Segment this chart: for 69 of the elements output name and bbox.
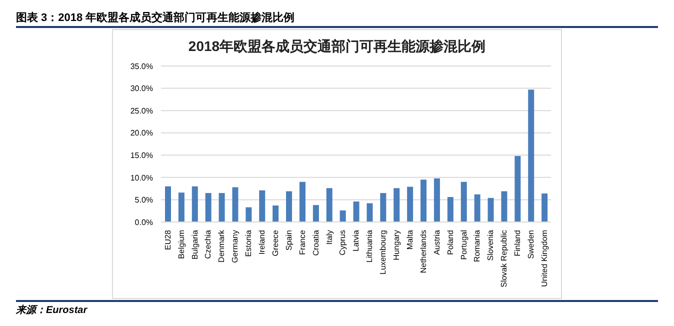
x-tick-label: Portugal (459, 230, 468, 260)
bar (205, 193, 212, 222)
bar (286, 191, 292, 222)
bar (353, 201, 360, 222)
bar (380, 193, 386, 222)
bar (420, 180, 427, 222)
source-note: 来源：Eurostar (16, 304, 88, 317)
x-tick-label: Hungary (392, 230, 402, 260)
bar (460, 182, 467, 222)
bar (178, 192, 184, 222)
bar (326, 188, 332, 222)
y-tick-label: 10.0% (130, 173, 153, 182)
y-tick-label: 15.0% (130, 150, 153, 160)
x-tick-label: Denmark (217, 229, 226, 262)
bar (218, 193, 225, 222)
bar (447, 197, 454, 222)
x-tick-label: Slovak Republic (500, 230, 509, 288)
y-tick-label: 5.0% (134, 196, 153, 205)
bar (232, 187, 238, 222)
bar (299, 182, 306, 222)
x-tick-label: Slovenia (486, 229, 496, 261)
bar (407, 186, 414, 222)
x-tick-label: Luxembourg (378, 230, 388, 274)
bar (366, 203, 373, 222)
bar (528, 90, 534, 222)
x-tick-label: Cyprus (338, 230, 348, 256)
bar (514, 156, 521, 222)
x-tick-label: Lithuania (365, 229, 374, 262)
bar (246, 207, 252, 222)
x-tick-label: EU28 (163, 229, 172, 250)
x-tick-label: Italy (324, 230, 334, 245)
bar (312, 205, 319, 222)
bar (542, 193, 548, 222)
bar (165, 186, 171, 222)
x-tick-label: Sweden (526, 230, 536, 259)
y-tick-label: 25.0% (130, 106, 153, 116)
bar (340, 210, 346, 222)
bar (272, 206, 279, 222)
x-tick-label: France (298, 229, 307, 255)
bar (434, 178, 440, 222)
x-tick-label: Malta (405, 229, 414, 250)
bar (501, 191, 508, 222)
x-tick-label: Germany (230, 230, 240, 263)
bar (192, 186, 198, 222)
bar (394, 188, 400, 222)
x-tick-label: Greece (270, 229, 280, 256)
x-tick-label: Croatia (311, 229, 320, 256)
x-tick-label: Estonia (244, 229, 254, 257)
x-tick-label: Latvia (352, 229, 361, 252)
x-tick-label: Poland (446, 230, 455, 255)
x-tick-label: Austria (432, 229, 442, 255)
x-tick-label: Ireland (258, 230, 267, 254)
x-tick-label: Netherlands (418, 230, 428, 274)
chart-subtitle: 2018年欧盟各成员交通部门可再生能源掺混比例 (187, 38, 487, 56)
y-tick-label: 0.0% (134, 218, 153, 227)
chart-title: 图表 3：2018 年欧盟各成员交通部门可再生能源掺混比例 (16, 10, 295, 25)
x-tick-label: United Kingdom (540, 230, 549, 287)
x-tick-label: Spain (284, 230, 294, 250)
y-tick-label: 35.0% (130, 62, 153, 71)
bar (488, 198, 494, 222)
x-tick-label: Czechia (204, 229, 213, 259)
bar (259, 190, 266, 222)
x-tick-label: Romania (472, 229, 482, 262)
x-tick-label: Bulgaria (190, 229, 200, 260)
x-tick-label: Finland (513, 230, 522, 256)
bar (474, 194, 480, 222)
y-tick-label: 30.0% (130, 84, 153, 94)
y-tick-label: 20.0% (130, 128, 153, 138)
x-tick-label: Belgium (176, 230, 186, 259)
